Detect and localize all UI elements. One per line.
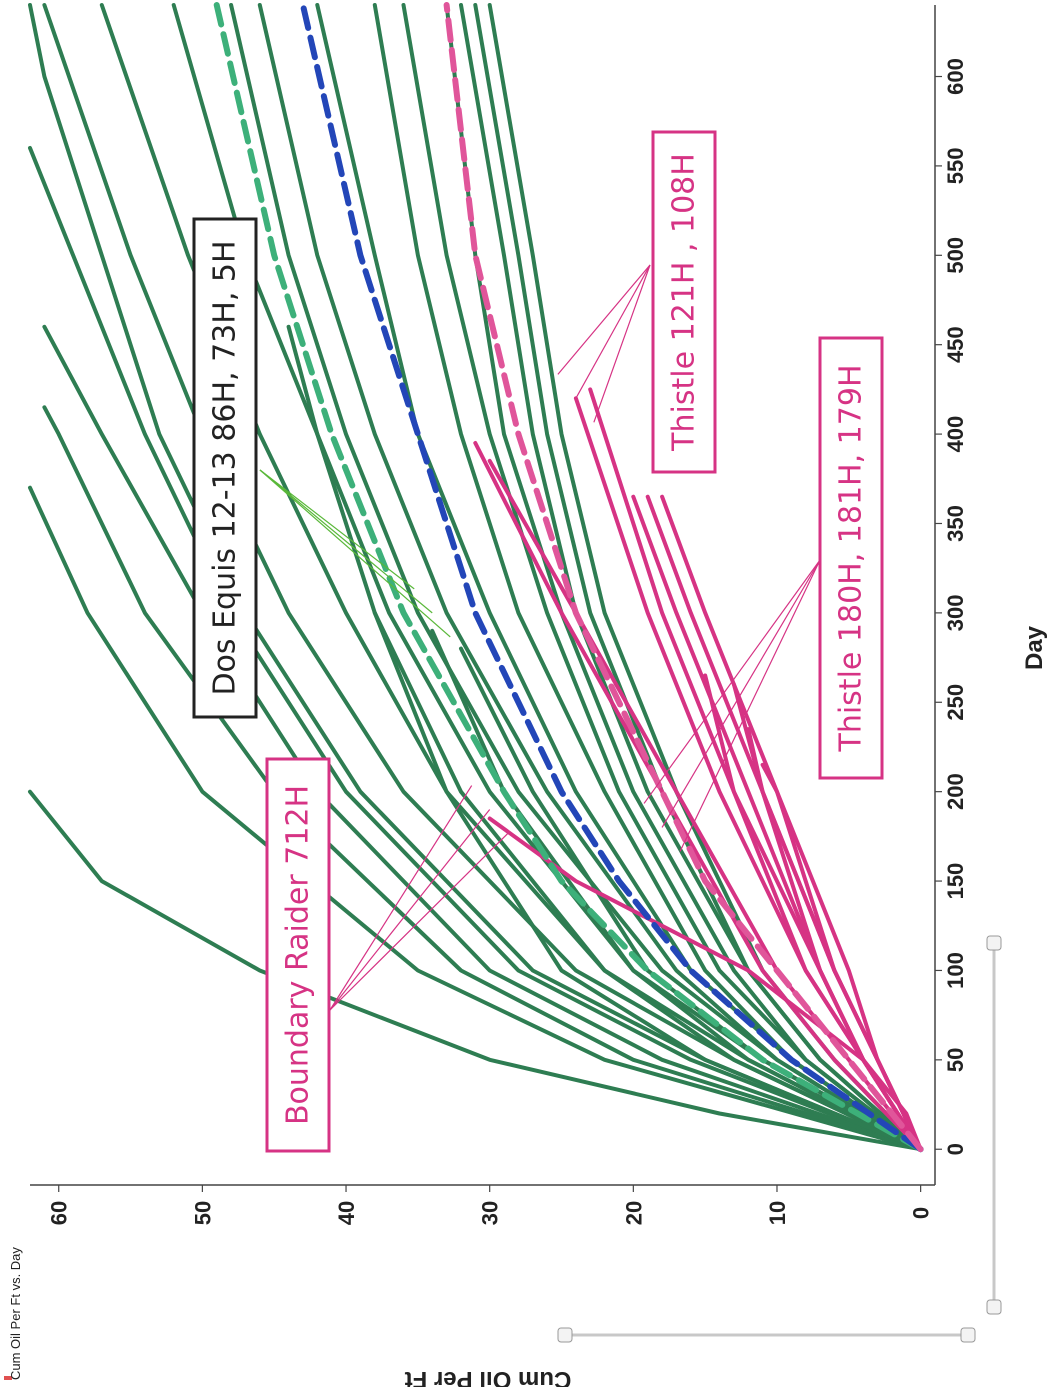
green-series-line xyxy=(444,3,923,1152)
y-slider-handle-max[interactable] xyxy=(960,1327,976,1343)
x-tick-label: 200 xyxy=(943,773,968,810)
x-tick-label: 0 xyxy=(943,1143,968,1155)
annotation-label: Thistle 180H, 181H, 179H xyxy=(834,365,869,753)
x-tick-label: 50 xyxy=(943,1048,968,1072)
x-axis-title: Day xyxy=(1021,625,1048,670)
thistle-series-line xyxy=(760,762,923,1152)
x-tick-label: 500 xyxy=(943,237,968,274)
y-tick-label: 0 xyxy=(909,1207,934,1219)
green-series-line xyxy=(257,3,923,1152)
series-layer xyxy=(28,2,924,1153)
green-series-line xyxy=(42,3,923,1152)
axis-ticks: 0 50 100 150 200 250 300 350 400 450 500 550 600 0 10 2… xyxy=(47,58,968,1225)
x-range-slider[interactable] xyxy=(986,935,1002,1315)
x-tick-label: 600 xyxy=(943,58,968,95)
annotation-callout: Boundary Raider 712H xyxy=(265,757,509,1153)
green-series-line xyxy=(42,324,923,1152)
title-marker xyxy=(4,1376,12,1380)
green-series-line xyxy=(286,324,923,1152)
x-slider-handle-max[interactable] xyxy=(986,935,1002,951)
annotations: Dos Equis 12-13 86H, 73H, 5H Boundary Rai… xyxy=(192,130,884,1153)
y-slider-handle-min[interactable] xyxy=(557,1327,573,1343)
thistle-series-line xyxy=(746,727,923,1152)
annotation-callout: Thistle 180H, 181H, 179H xyxy=(643,336,884,852)
x-tick-label: 400 xyxy=(943,416,968,453)
y-axis-title: Cum Oil Per Ft xyxy=(405,1366,572,1387)
y-range-slider[interactable] xyxy=(557,1327,976,1343)
y-tick-label: 10 xyxy=(765,1201,790,1225)
x-slider-handle-min[interactable] xyxy=(986,1299,1002,1315)
blue_type_curve-series-line xyxy=(299,2,924,1153)
thistle-series-line xyxy=(473,441,923,1152)
y-tick-label: 40 xyxy=(334,1201,359,1225)
y-tick-label: 30 xyxy=(478,1201,503,1225)
pink_type_curve-series-line xyxy=(443,2,924,1153)
x-tick-label: 250 xyxy=(943,684,968,721)
green-series-line xyxy=(28,146,923,1152)
x-tick-label: 300 xyxy=(943,595,968,632)
annotation-callout: Thistle 121H , 108H xyxy=(557,130,717,474)
green-series-line xyxy=(430,628,923,1152)
chart-title: Cum Oil Per Ft vs. Day xyxy=(8,1247,23,1380)
x-tick-label: 550 xyxy=(943,148,968,185)
green-series-line xyxy=(372,610,923,1152)
annotation-callout: Dos Equis 12-13 86H, 73H, 5H xyxy=(192,217,451,719)
plot-area xyxy=(30,5,936,1186)
green_type_curve-series-line xyxy=(213,2,924,1153)
annotation-label: Thistle 121H , 108H xyxy=(667,153,702,452)
x-tick-label: 100 xyxy=(943,952,968,989)
y-tick-label: 60 xyxy=(47,1201,72,1225)
y-tick-label: 20 xyxy=(621,1201,646,1225)
thistle-series-line xyxy=(487,816,923,1152)
x-tick-label: 450 xyxy=(943,326,968,363)
green-series-line xyxy=(28,789,923,1152)
x-tick-label: 150 xyxy=(943,863,968,900)
x-tick-label: 350 xyxy=(943,505,968,542)
y-tick-label: 50 xyxy=(190,1201,215,1225)
annotation-label: Dos Equis 12-13 86H, 73H, 5H xyxy=(208,240,243,695)
annotation-label: Boundary Raider 712H xyxy=(281,785,316,1125)
